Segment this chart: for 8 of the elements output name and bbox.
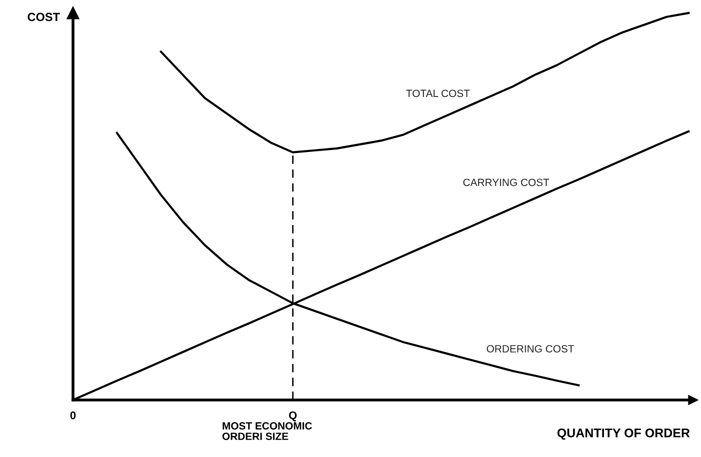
series-label: CARRYING COST bbox=[463, 178, 550, 186]
x-tick-label: 0 bbox=[70, 411, 76, 420]
x-axis-title: QUANTITY OF ORDER bbox=[557, 428, 690, 440]
y-axis-title: COST bbox=[28, 12, 60, 22]
text: MOST ECONOMIC ORDERI SIZE bbox=[222, 422, 312, 440]
series-label: ORDERING COST bbox=[486, 345, 574, 352]
series-label: TOTAL COST bbox=[406, 90, 470, 98]
x-tick-label: Q bbox=[288, 411, 297, 422]
